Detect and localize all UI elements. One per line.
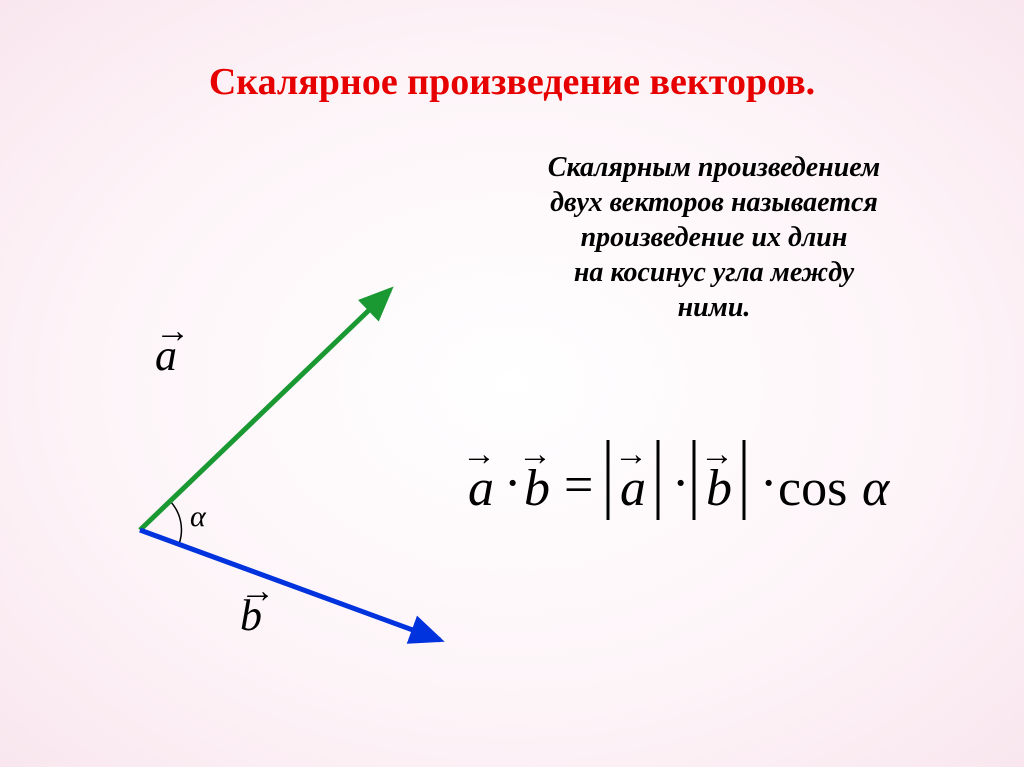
- title-text: Скалярное произведение векторов.: [209, 61, 815, 103]
- formula-rhs-a-arrow: →: [614, 436, 648, 473]
- definition-line: ними.: [464, 290, 964, 325]
- formula-dot2: ·: [672, 455, 689, 512]
- formula-svg: a → · b → = a → · b → · cos α: [460, 420, 1000, 540]
- definition-block: Скалярным произведением двух векторов на…: [464, 150, 964, 325]
- definition-line: на косинус угла между: [464, 255, 964, 290]
- formula-eq: =: [564, 457, 593, 514]
- formula-cos: cos: [778, 460, 847, 517]
- formula-a-arrow: →: [462, 436, 496, 473]
- angle-alpha-label: α: [190, 500, 206, 534]
- angle-arc: [170, 501, 181, 544]
- vector-b-symbol: b: [240, 590, 262, 641]
- definition-line: произведение их длин: [464, 220, 964, 255]
- definition-line: двух векторов называется: [464, 185, 964, 220]
- vector-diagram: a b α: [60, 270, 480, 690]
- definition-line: Скалярным произведением: [464, 150, 964, 185]
- formula-b-arrow: →: [518, 436, 552, 473]
- angle-symbol: α: [190, 500, 206, 533]
- vector-b-line: [140, 530, 440, 640]
- vector-a-symbol: a: [155, 330, 177, 381]
- formula-dot3: ·: [760, 455, 777, 512]
- dot-product-formula: a → · b → = a → · b → · cos α: [460, 420, 1000, 540]
- vector-a-label: a: [155, 330, 177, 381]
- slide-title: Скалярное произведение векторов.: [0, 60, 1024, 104]
- formula-rhs-b-arrow: →: [700, 436, 734, 473]
- formula-alpha: α: [862, 460, 891, 517]
- diagram-svg: [60, 270, 480, 690]
- vector-b-label: b: [240, 590, 262, 641]
